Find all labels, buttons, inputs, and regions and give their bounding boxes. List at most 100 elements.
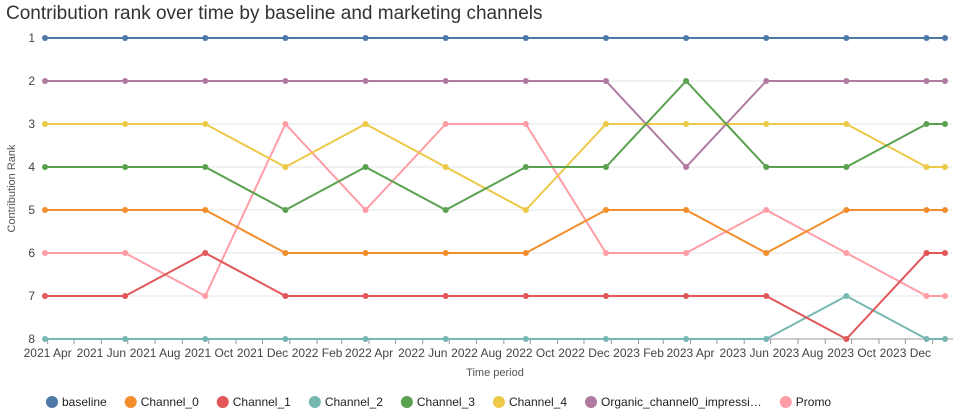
y-tick-label: 2 <box>28 74 35 88</box>
legend-item: Channel_3 <box>400 395 475 409</box>
data-point <box>42 35 48 41</box>
data-point <box>602 35 609 41</box>
legend-label: baseline <box>62 395 107 409</box>
data-point <box>122 78 129 84</box>
data-point <box>942 121 948 127</box>
data-point <box>602 336 609 342</box>
y-tick-label: 6 <box>28 246 35 260</box>
y-tick-label: 1 <box>28 31 35 45</box>
legend-swatch <box>308 396 321 408</box>
data-point <box>42 336 48 342</box>
x-tick-label: 2023 Feb <box>613 346 664 360</box>
data-point <box>442 293 449 299</box>
data-point <box>522 35 529 41</box>
legend-swatch <box>124 396 137 408</box>
data-point <box>362 35 369 41</box>
y-tick-label: 5 <box>28 203 35 217</box>
data-point <box>42 250 48 256</box>
data-point <box>763 164 770 170</box>
series-baseline <box>42 35 948 41</box>
data-point <box>923 164 930 170</box>
legend-item: Promo <box>779 395 832 409</box>
data-point <box>942 250 948 256</box>
data-point <box>202 336 209 342</box>
data-point <box>522 121 529 127</box>
data-point <box>362 336 369 342</box>
data-point <box>843 293 850 299</box>
legend-label: Channel_4 <box>509 395 567 409</box>
data-point <box>602 121 609 127</box>
data-point <box>202 78 209 84</box>
y-tick-label: 7 <box>28 289 35 303</box>
x-tick-label: 2023 Aug <box>773 346 824 360</box>
data-point <box>442 78 449 84</box>
data-point <box>763 250 770 256</box>
data-point <box>843 121 850 127</box>
x-tick-label: 2021 Aug <box>130 346 181 360</box>
data-point <box>202 164 209 170</box>
legend-label: Promo <box>796 395 832 409</box>
data-point <box>202 250 209 256</box>
data-point <box>202 207 209 213</box>
series-channel-3 <box>42 78 948 213</box>
legend-swatch <box>585 396 598 408</box>
series-channel-0 <box>42 207 948 256</box>
x-tick-label: 2022 Aug <box>451 346 502 360</box>
data-point <box>442 250 449 256</box>
legend-label: Channel_1 <box>233 395 291 409</box>
data-point <box>522 250 529 256</box>
data-point <box>923 78 930 84</box>
data-point <box>442 121 449 127</box>
data-point <box>122 293 129 299</box>
x-tick-label: 2023 Jun <box>720 346 769 360</box>
legend-item: Channel_0 <box>124 395 199 409</box>
series-line <box>45 79 945 212</box>
data-point <box>362 207 369 213</box>
data-point <box>602 78 609 84</box>
data-point <box>122 336 129 342</box>
x-tick-label: 2023 Oct <box>827 346 876 360</box>
data-point <box>282 336 289 342</box>
x-tick-label: 2021 Dec <box>237 346 288 360</box>
x-tick-label: 2023 Dec <box>880 346 931 360</box>
data-point <box>602 250 609 256</box>
data-point <box>202 121 209 127</box>
data-point <box>942 293 948 299</box>
data-point <box>843 250 850 256</box>
data-point <box>282 293 289 299</box>
data-point <box>282 35 289 41</box>
data-point <box>202 293 209 299</box>
data-point <box>683 35 690 41</box>
series-line <box>45 209 945 255</box>
legend-item: Channel_4 <box>492 395 567 409</box>
data-point <box>923 35 930 41</box>
x-tick-label: 2021 Oct <box>184 346 233 360</box>
legend-label: Channel_2 <box>325 395 383 409</box>
data-point <box>843 336 850 342</box>
data-point <box>122 164 129 170</box>
data-point <box>442 35 449 41</box>
data-point <box>602 164 609 170</box>
data-point <box>843 78 850 84</box>
y-tick-label: 8 <box>28 332 35 346</box>
x-tick-label: 2022 Oct <box>506 346 555 360</box>
data-point <box>683 78 690 84</box>
data-point <box>942 207 948 213</box>
data-point <box>602 293 609 299</box>
legend-item: Organic_channel0_impressi… <box>585 395 762 409</box>
data-point <box>843 164 850 170</box>
data-point <box>923 250 930 256</box>
data-point <box>602 207 609 213</box>
data-point <box>282 250 289 256</box>
y-axis-label: Contribution Rank <box>6 144 18 233</box>
x-tick-label: 2022 Dec <box>558 346 609 360</box>
chart-title: Contribution rank over time by baseline … <box>6 3 543 24</box>
data-point <box>923 293 930 299</box>
series-organic-channel0-impressi- <box>42 78 948 170</box>
legend-item: Channel_2 <box>308 395 383 409</box>
series-line <box>45 294 945 340</box>
data-point <box>843 35 850 41</box>
legend-label: Channel_3 <box>417 395 475 409</box>
